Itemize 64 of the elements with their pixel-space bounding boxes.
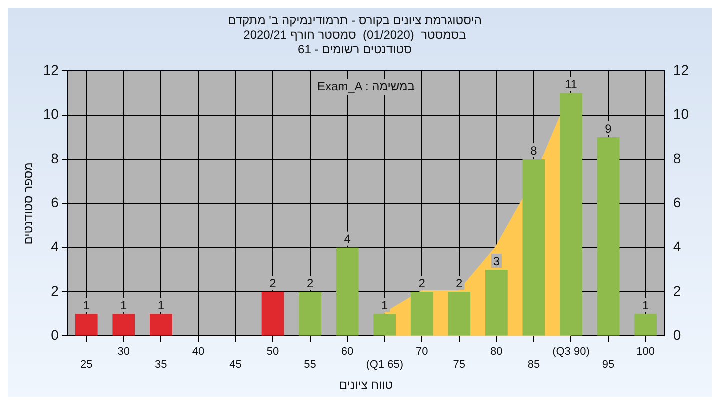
x-tick-label: 60 bbox=[341, 346, 354, 358]
y2-tick-label: 4 bbox=[673, 238, 682, 255]
x-tick-label: 55 bbox=[304, 359, 316, 372]
data-label: 1 bbox=[120, 298, 128, 312]
y-tick-label: 4 bbox=[51, 238, 60, 255]
y2-tick-label: 0 bbox=[673, 327, 682, 344]
x-tick-label: (Q1 65) bbox=[366, 359, 404, 372]
data-label: 2 bbox=[456, 276, 464, 290]
x-tick-label: 35 bbox=[155, 359, 168, 372]
y2-tick-label: 12 bbox=[673, 62, 690, 78]
data-label: 2 bbox=[418, 276, 426, 290]
y-tick-label: 6 bbox=[51, 194, 60, 211]
x-tick-label: 25 bbox=[80, 359, 93, 372]
x-tick-label: 75 bbox=[453, 359, 466, 372]
bar bbox=[634, 314, 657, 336]
bar bbox=[597, 137, 620, 336]
bar bbox=[448, 292, 471, 336]
x-tick-label: 50 bbox=[266, 346, 280, 358]
y2-tick-label: 10 bbox=[673, 106, 690, 122]
data-label: 1 bbox=[642, 298, 650, 312]
y2-tick-label: 2 bbox=[673, 282, 682, 299]
y2-tick-label: 8 bbox=[673, 150, 682, 166]
x-tick-label: 95 bbox=[602, 359, 615, 372]
bar bbox=[485, 270, 508, 336]
data-label: 3 bbox=[493, 254, 500, 268]
data-label: 1 bbox=[381, 298, 388, 312]
data-label: 2 bbox=[270, 276, 277, 290]
data-label: 8 bbox=[530, 144, 538, 158]
data-label: 4 bbox=[344, 232, 352, 246]
x-tick-label: 70 bbox=[416, 346, 428, 358]
text: בסמסטר (01/2020) סמסטר חורף 2020/21 bbox=[244, 28, 466, 42]
bar bbox=[262, 292, 284, 336]
y2-tick-label: 6 bbox=[673, 194, 682, 211]
bar bbox=[150, 314, 172, 336]
bar bbox=[299, 292, 322, 336]
x-tick-label: 45 bbox=[230, 359, 242, 372]
y-tick-label: 8 bbox=[51, 150, 60, 166]
data-label: 1 bbox=[83, 298, 90, 312]
bar bbox=[75, 314, 98, 336]
bar bbox=[374, 314, 396, 336]
x-tick-label: 85 bbox=[528, 359, 540, 372]
y-tick-label: 12 bbox=[43, 62, 60, 78]
y-tick-label: 10 bbox=[43, 106, 60, 122]
y-tick-label: 2 bbox=[51, 282, 60, 299]
bar bbox=[522, 160, 546, 336]
data-label: 11 bbox=[564, 78, 578, 92]
y-tick-label: 0 bbox=[51, 327, 60, 344]
x-tick-label: (Q3 90) bbox=[552, 346, 590, 358]
x-tick-label: 40 bbox=[192, 346, 205, 358]
text: סטודנטים רשומים - 61 bbox=[298, 42, 412, 56]
text: היסטוגרמת ציונים בקורס - תרמודינמיקה ב' מתקדם bbox=[228, 14, 482, 28]
bar bbox=[410, 292, 434, 336]
x-axis-title: טווח ציונים bbox=[339, 378, 394, 392]
data-label: 9 bbox=[605, 122, 612, 136]
x-tick-label: 80 bbox=[490, 346, 503, 358]
y-axis-title: מספר סטודנטים bbox=[22, 162, 36, 245]
annotation: Exam_A : במשימה bbox=[317, 80, 415, 94]
data-label: 2 bbox=[306, 276, 314, 290]
bar bbox=[560, 93, 582, 336]
x-tick-label: 30 bbox=[118, 346, 130, 358]
data-label: 1 bbox=[158, 298, 165, 312]
bar bbox=[112, 314, 136, 336]
x-tick-label: 100 bbox=[636, 346, 655, 358]
bar bbox=[336, 248, 359, 336]
